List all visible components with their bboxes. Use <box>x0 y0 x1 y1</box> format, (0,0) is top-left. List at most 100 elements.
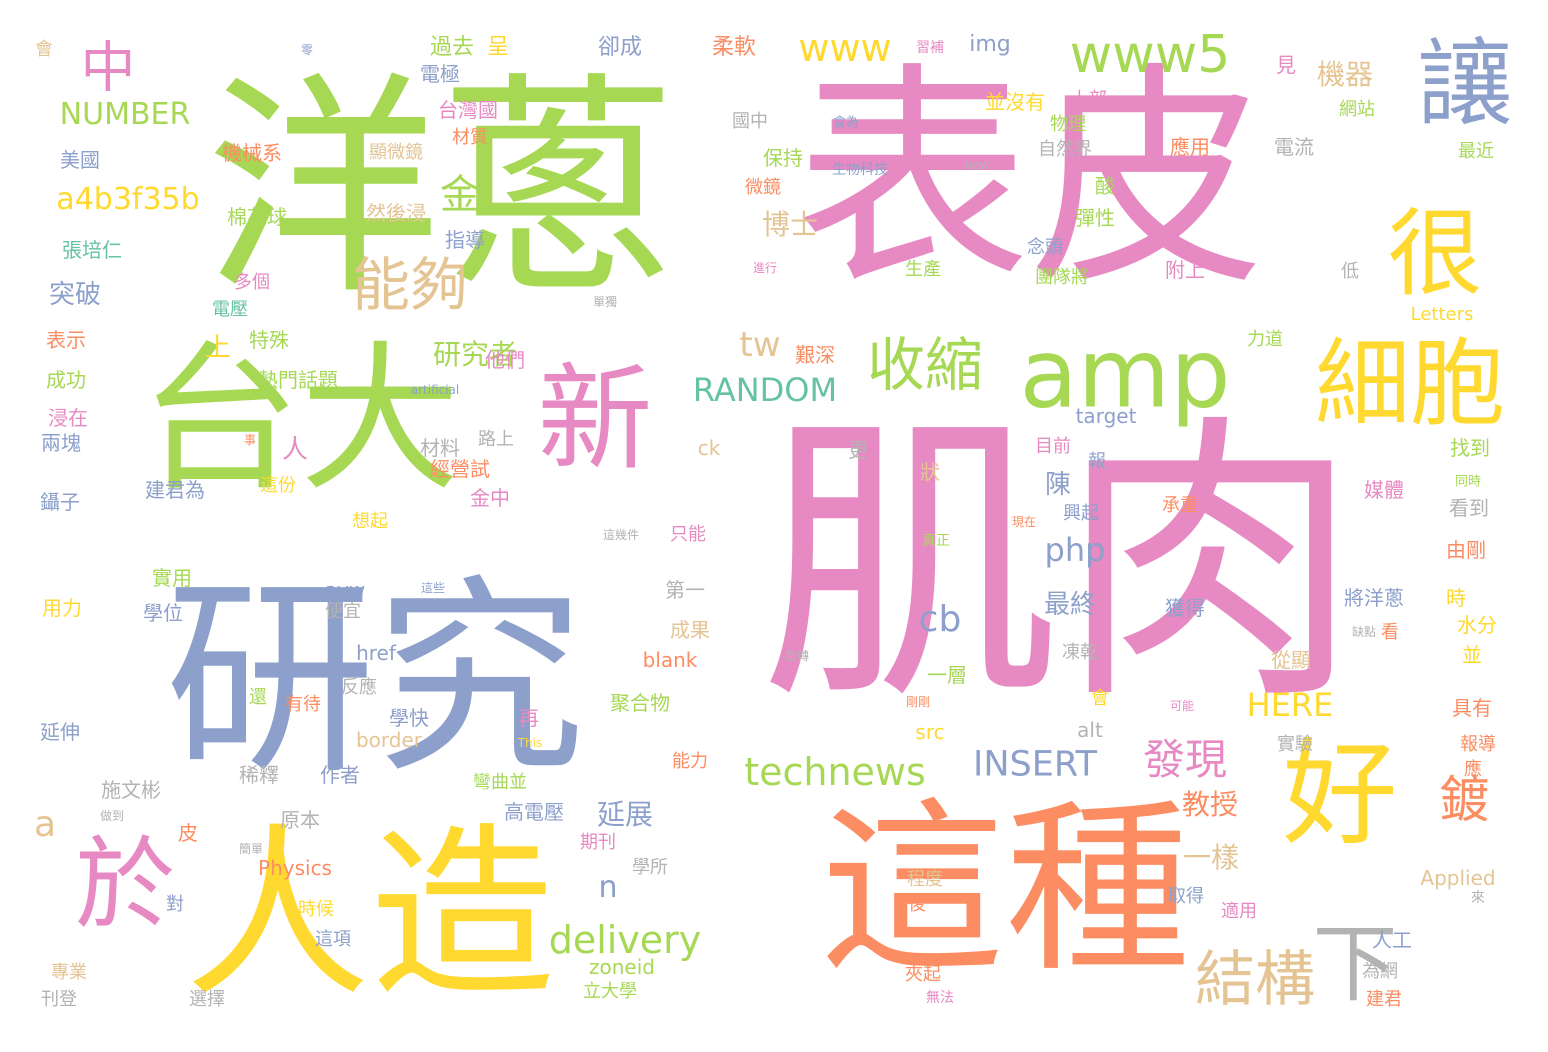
cloud-word: 施文彬 <box>101 778 161 802</box>
cloud-word: tw <box>739 325 781 365</box>
cloud-word: Applied <box>1420 866 1496 890</box>
cloud-word: a <box>33 804 57 845</box>
cloud-word: 水分 <box>1457 613 1497 637</box>
cloud-word: 低 <box>1341 261 1359 282</box>
cloud-word: 目前 <box>1035 436 1071 457</box>
cloud-word: 媒體 <box>1364 478 1404 502</box>
cloud-word: 最近 <box>1458 141 1494 162</box>
cloud-word: 材質 <box>452 127 488 148</box>
cloud-word: 稀釋 <box>239 763 279 787</box>
cloud-word: 反應 <box>341 677 377 698</box>
cloud-word: 網站 <box>1339 99 1375 120</box>
cloud-word: 這些 <box>420 581 446 595</box>
cloud-word: 中 <box>80 35 136 100</box>
cloud-word: 做到 <box>99 809 125 823</box>
cloud-word: 團隊將 <box>1035 267 1089 288</box>
cloud-word: 收縮 <box>866 331 984 399</box>
cloud-word: 這份 <box>260 475 296 496</box>
cloud-word: 洋蔥 <box>205 53 675 327</box>
cloud-word: 更 <box>848 438 868 462</box>
cloud-word: 力道 <box>1247 329 1283 350</box>
cloud-word: 聚合物 <box>610 691 670 715</box>
cloud-word: 特殊 <box>249 328 289 352</box>
cloud-word: 這幾件 <box>602 528 640 542</box>
cloud-word: 浸在 <box>48 406 88 430</box>
cloud-word: 兩塊 <box>41 431 81 455</box>
cloud-word: 機械系 <box>222 141 282 165</box>
cloud-word: 電流 <box>1274 135 1314 159</box>
cloud-word: 彎曲並 <box>473 772 527 793</box>
cloud-word: 很 <box>1387 199 1483 310</box>
cloud-word: 作者 <box>320 763 360 787</box>
cloud-word: 時候 <box>298 899 334 920</box>
cloud-word: 生物科技 <box>832 162 888 178</box>
cloud-word: 一樣 <box>1182 841 1240 874</box>
cloud-word: 零 <box>300 43 314 57</box>
cloud-word: 能力 <box>672 751 708 772</box>
cloud-word: 旋轉 <box>784 649 810 663</box>
cloud-word: 成果 <box>670 618 710 642</box>
cloud-word: 看到 <box>1449 496 1489 520</box>
cloud-word: 習補 <box>916 40 944 56</box>
cloud-word: 然後浸 <box>366 201 426 225</box>
cloud-word: 承重 <box>1162 495 1198 516</box>
cloud-word: 興起 <box>1063 503 1099 524</box>
cloud-word: 艱深 <box>795 343 835 367</box>
cloud-word: 路上 <box>478 429 514 450</box>
cloud-word: 高電壓 <box>504 800 564 824</box>
cloud-word: 應 <box>1464 759 1482 780</box>
cloud-word: img <box>969 32 1011 57</box>
cloud-word: 好 <box>1282 727 1398 862</box>
cloud-word: www <box>798 26 892 70</box>
cloud-word: 獲得 <box>1165 596 1205 620</box>
cloud-word: 保持 <box>763 146 803 170</box>
cloud-word: 延伸 <box>40 720 80 744</box>
cloud-word: 物理 <box>1050 114 1086 135</box>
cloud-word: 想起 <box>352 511 388 532</box>
cloud-word: 將洋蔥 <box>1344 586 1404 610</box>
cloud-word: 實用 <box>152 566 192 590</box>
cloud-word: 皮 <box>178 821 198 845</box>
cloud-word: 肌肉 <box>760 390 1360 739</box>
cloud-word: 再 <box>519 706 539 730</box>
cloud-word: 研究 <box>164 557 586 802</box>
cloud-word: NUMBER <box>59 97 191 132</box>
cloud-word: 便宜 <box>325 601 361 622</box>
cloud-word: 卻成 <box>597 35 643 60</box>
cloud-word: 凍乾 <box>1062 642 1098 663</box>
cloud-word: 於 <box>75 826 175 943</box>
cloud-word: 一層 <box>927 663 967 687</box>
cloud-word: 上 <box>204 333 232 363</box>
cloud-word: 能夠 <box>351 251 469 319</box>
cloud-word: 他們 <box>485 348 525 372</box>
cloud-word: 用力 <box>42 596 82 620</box>
cloud-word: www5 <box>1069 25 1231 85</box>
cloud-word: 缺點 <box>1351 625 1377 639</box>
cloud-word: 程度 <box>907 869 943 890</box>
cloud-word: src <box>915 720 945 744</box>
cloud-word: 實驗 <box>1277 734 1313 755</box>
cloud-word: 研究者 <box>432 338 518 371</box>
cloud-word: 單獨 <box>592 295 618 309</box>
cloud-word: 教授 <box>1181 788 1239 821</box>
cloud-word: RANDOM <box>692 371 838 409</box>
cloud-word: 最終 <box>1043 590 1097 620</box>
cloud-word: 表示 <box>46 328 86 352</box>
cloud-word: 第一 <box>665 578 705 602</box>
cloud-word: 由剛 <box>1446 538 1486 562</box>
cloud-word: avw <box>324 578 366 602</box>
cloud-word: 報導 <box>1460 734 1496 755</box>
cloud-word: new <box>964 158 990 172</box>
cloud-word: 台灣國 <box>438 98 498 122</box>
cloud-word: 刊登 <box>41 989 77 1010</box>
cloud-word: artificial <box>410 383 460 397</box>
cloud-word: 專業 <box>51 962 87 983</box>
cloud-word: This <box>517 736 543 750</box>
cloud-word: 表皮 <box>795 43 1265 317</box>
cloud-word: 時 <box>1446 586 1466 610</box>
cloud-word: 微鏡 <box>745 177 781 198</box>
cloud-word: Letters <box>1410 304 1474 325</box>
cloud-word: 鑷子 <box>40 490 80 514</box>
cloud-word: a4b3f35b <box>56 182 200 217</box>
cloud-word: target <box>1075 404 1137 428</box>
